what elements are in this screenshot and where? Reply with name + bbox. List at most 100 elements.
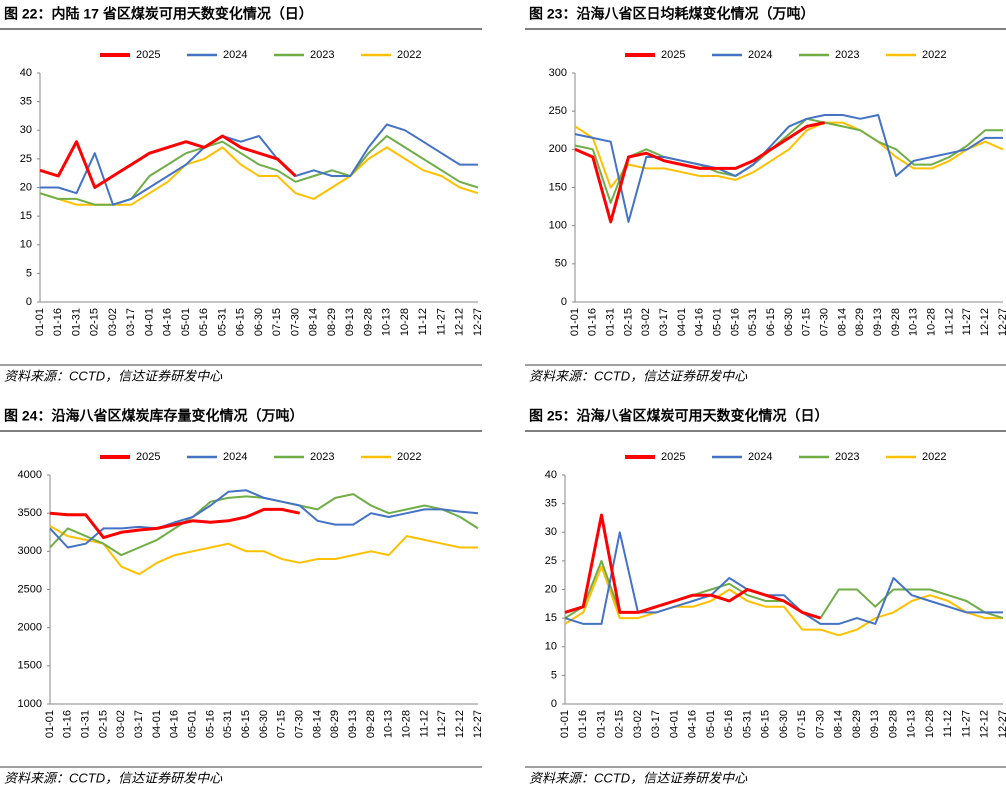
y-tick-label: 5	[551, 669, 557, 681]
x-tick-label: 03-17	[125, 308, 137, 336]
x-tick-label: 07-30	[819, 308, 831, 336]
x-tick-label: 05-16	[723, 710, 735, 738]
y-tick-label: 3000	[18, 545, 42, 557]
y-tick-label: 0	[551, 698, 557, 710]
y-tick-label: 1500	[18, 660, 42, 672]
x-tick-label: 03-17	[658, 308, 670, 336]
series-line	[39, 146, 479, 206]
x-tick-label: 03-17	[650, 710, 662, 738]
x-tick-label: 10-28	[924, 710, 936, 738]
x-tick-label: 08-14	[308, 308, 320, 336]
x-tick-label: 07-30	[294, 710, 306, 738]
x-tick-label: 02-15	[614, 710, 626, 738]
x-tick-label: 04-16	[687, 710, 699, 738]
y-tick-label: 40	[545, 469, 557, 481]
x-tick-label: 12-12	[454, 710, 466, 738]
legend-label: 2025	[136, 451, 160, 463]
y-tick-label: 25	[20, 153, 32, 165]
chart-title: 图 25：沿海八省区煤炭可用天数变化情况（日）	[529, 408, 828, 424]
y-tick-label: 150	[549, 181, 567, 193]
x-tick-label: 04-16	[162, 308, 174, 336]
x-tick-label: 11-12	[942, 710, 954, 737]
x-tick-label: 11-12	[943, 308, 955, 335]
x-tick-label: 12-12	[979, 308, 991, 336]
series-line	[40, 123, 478, 206]
source: 资料来源：CCTD，信达证券研发中心	[529, 770, 748, 785]
series-line	[49, 507, 301, 540]
x-tick-label: 05-31	[216, 308, 228, 336]
series-line	[564, 559, 1004, 620]
x-tick-label: 09-13	[872, 308, 884, 336]
legend-label: 2022	[397, 451, 421, 463]
x-tick-label: 12-27	[997, 710, 1006, 738]
x-tick-label: 02-15	[622, 308, 634, 336]
x-tick-label: 11-27	[960, 710, 972, 737]
x-tick-label: 06-30	[783, 308, 795, 336]
y-tick-label: 100	[549, 220, 567, 232]
x-tick-label: 05-16	[198, 308, 210, 336]
y-tick-label: 15	[20, 210, 32, 222]
x-tick-label: 03-17	[133, 710, 145, 738]
legend-label: 2023	[310, 451, 334, 463]
y-tick-label: 40	[20, 67, 32, 79]
y-tick-label: 250	[549, 105, 567, 117]
legend-label: 2023	[835, 451, 859, 463]
series-line	[574, 121, 1004, 189]
x-tick-label: 09-13	[344, 308, 356, 336]
series-line	[564, 531, 1003, 625]
x-tick-label: 01-01	[569, 308, 581, 336]
x-tick-label: 05-16	[204, 710, 216, 738]
series-line	[574, 114, 1003, 223]
y-tick-label: 30	[20, 124, 32, 136]
x-tick-label: 08-29	[854, 308, 866, 336]
source: 资料来源：CCTD，信达证券研发中心	[529, 368, 748, 383]
x-tick-label: 10-13	[908, 308, 920, 336]
y-tick-label: 35	[545, 498, 557, 510]
x-tick-label: 07-30	[289, 308, 301, 336]
x-tick-label: 08-14	[836, 308, 848, 336]
x-tick-label: 04-01	[676, 308, 688, 336]
legend-label: 2022	[922, 451, 946, 463]
x-tick-label: 01-31	[605, 308, 617, 336]
x-tick-label: 01-01	[559, 710, 571, 738]
x-tick-label: 05-01	[187, 710, 199, 738]
x-tick-label: 07-30	[814, 710, 826, 738]
x-tick-label: 03-02	[107, 308, 119, 336]
series-line	[564, 565, 1003, 637]
x-tick-label: 06-30	[778, 710, 790, 738]
x-tick-label: 08-14	[311, 710, 323, 738]
legend-label: 2024	[223, 49, 247, 61]
x-tick-label: 11-27	[435, 308, 447, 335]
x-tick-label: 06-15	[760, 710, 772, 738]
x-tick-label: 04-16	[694, 308, 706, 336]
y-tick-label: 50	[555, 258, 567, 270]
x-tick-label: 08-14	[833, 710, 845, 738]
x-tick-label: 06-15	[765, 308, 777, 336]
series-line	[564, 513, 821, 620]
x-tick-label: 11-27	[436, 710, 448, 737]
legend-label: 2022	[922, 49, 946, 61]
x-tick-label: 11-12	[417, 308, 429, 335]
y-tick-label: 200	[549, 143, 567, 155]
y-tick-label: 300	[549, 67, 567, 79]
x-tick-label: 07-15	[801, 308, 813, 336]
series-line	[49, 489, 479, 549]
y-tick-label: 25	[545, 555, 557, 567]
x-tick-label: 01-31	[70, 308, 82, 336]
x-tick-label: 03-02	[115, 710, 127, 738]
legend-label: 2024	[748, 451, 772, 463]
x-tick-label: 03-02	[632, 710, 644, 738]
x-tick-label: 01-31	[595, 710, 607, 738]
x-tick-label: 05-31	[747, 308, 759, 336]
legend-label: 2024	[748, 49, 772, 61]
y-tick-label: 35	[20, 96, 32, 108]
x-tick-label: 12-12	[979, 710, 991, 738]
x-tick-label: 07-15	[276, 710, 288, 738]
x-tick-label: 11-27	[961, 308, 973, 335]
y-tick-label: 10	[20, 239, 32, 251]
x-tick-label: 04-16	[169, 710, 181, 738]
y-tick-label: 1000	[18, 698, 42, 710]
x-tick-label: 04-01	[151, 710, 163, 738]
y-tick-label: 30	[545, 526, 557, 538]
